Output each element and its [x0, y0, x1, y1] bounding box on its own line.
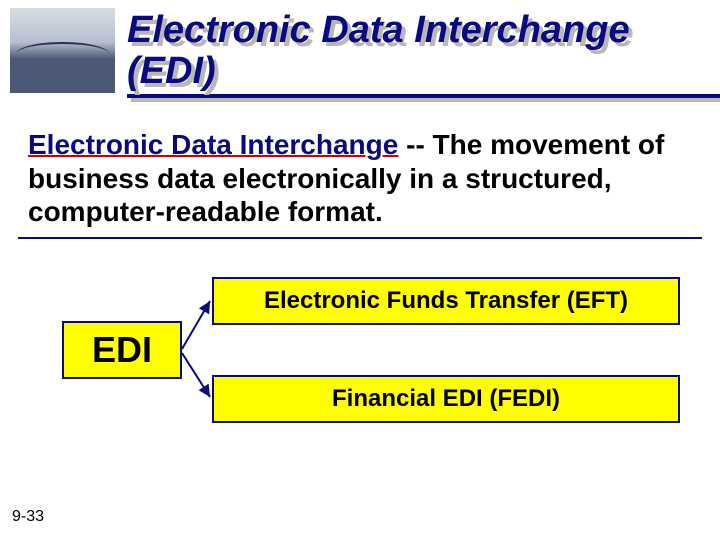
page-number: 9-33	[12, 508, 44, 526]
header-thumbnail	[10, 8, 115, 93]
diagram: EDI Electronic Funds Transfer (EFT) Fina…	[0, 249, 720, 459]
arrow-to-fedi	[182, 349, 216, 409]
definition-block: Electronic Data Interchange -- The movem…	[0, 98, 720, 229]
eft-box: Electronic Funds Transfer (EFT)	[212, 277, 680, 325]
arrow-to-eft	[182, 289, 216, 353]
edi-root-box: EDI	[62, 321, 182, 379]
fedi-box: Financial EDI (FEDI)	[212, 375, 680, 423]
divider	[18, 237, 702, 239]
slide-title: Electronic Data Interchange (EDI)	[127, 10, 720, 98]
definition-term: Electronic Data Interchange	[28, 129, 398, 160]
title-wrap: Electronic Data Interchange (EDI)	[127, 8, 720, 98]
header: Electronic Data Interchange (EDI)	[0, 0, 720, 98]
